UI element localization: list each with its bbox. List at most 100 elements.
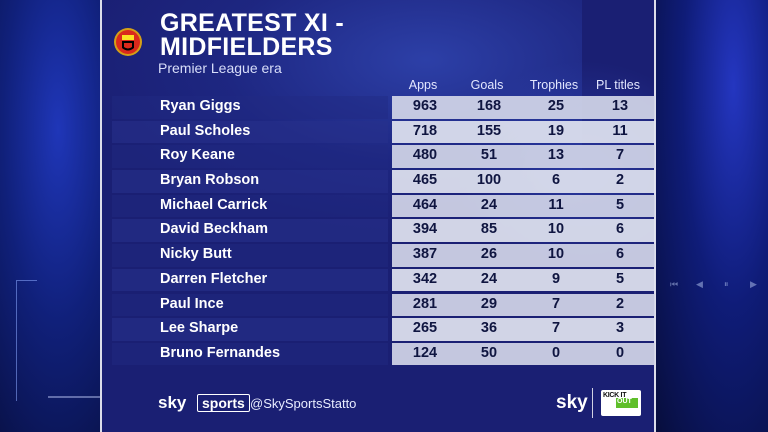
page-title: GREATEST XI - MIDFIELDERS xyxy=(160,9,345,61)
rewind-icon[interactable]: ◀ xyxy=(696,280,703,290)
value-cells: 342 24 9 5 xyxy=(392,268,655,292)
goals-value: 24 xyxy=(480,270,498,287)
value-cells: 464 24 11 5 xyxy=(392,194,655,218)
pl-titles-value: 5 xyxy=(615,196,625,213)
goals-value: 26 xyxy=(480,246,498,263)
trophies-value: 10 xyxy=(547,246,565,263)
trophies-value: 0 xyxy=(551,344,561,361)
value-cells: 281 29 7 2 xyxy=(392,293,655,316)
pl-titles-value: 2 xyxy=(615,172,625,189)
pl-titles-value: 2 xyxy=(615,295,625,312)
player-name: Paul Scholes xyxy=(160,122,251,139)
table-row: Roy Keane 480 51 13 7 xyxy=(112,145,655,168)
trophies-value: 6 xyxy=(551,172,561,189)
value-cells: 394 85 10 6 xyxy=(392,219,655,242)
name-cell: Paul Scholes xyxy=(112,120,388,144)
logo-divider xyxy=(592,388,593,418)
player-name: David Beckham xyxy=(160,221,268,238)
pl-titles-value: 11 xyxy=(612,122,628,139)
player-name: Roy Keane xyxy=(160,147,235,164)
kick-it-out-text: KICK IT xyxy=(603,392,627,399)
stats-table: Ryan Giggs 963 168 25 13 Paul Scholes 71… xyxy=(112,96,655,368)
apps-value: 124 xyxy=(412,344,438,361)
pl-titles-value: 7 xyxy=(615,147,625,164)
name-cell: Nicky Butt xyxy=(112,244,388,267)
value-cells: 124 50 0 0 xyxy=(392,342,655,366)
manchester-united-crest-icon xyxy=(114,28,142,56)
pl-titles-value: 5 xyxy=(615,270,625,287)
goals-value: 50 xyxy=(480,344,498,361)
trophies-value: 7 xyxy=(551,295,561,312)
pause-icon[interactable]: ⏸ xyxy=(724,280,729,290)
apps-value: 342 xyxy=(412,270,438,287)
sky-sports-logo-sky: sky xyxy=(158,393,187,412)
column-header-goals: Goals xyxy=(470,78,504,92)
goals-value: 85 xyxy=(480,221,498,238)
kick-it-out-badge: OUT xyxy=(616,398,638,408)
player-name: Michael Carrick xyxy=(160,196,268,213)
apps-value: 265 xyxy=(412,320,438,337)
play-icon[interactable]: ▶ xyxy=(750,280,757,290)
table-row: Bryan Robson 465 100 6 2 xyxy=(112,170,655,193)
trophies-value: 7 xyxy=(551,320,561,337)
name-cell: Ryan Giggs xyxy=(112,96,388,119)
trophies-value: 10 xyxy=(547,221,565,238)
value-cells: 265 36 7 3 xyxy=(392,318,655,341)
table-row: Bruno Fernandes 124 50 0 0 xyxy=(112,342,655,366)
goals-value: 24 xyxy=(480,196,498,213)
background-right xyxy=(653,0,768,432)
table-row: Nicky Butt 387 26 10 6 xyxy=(112,244,655,267)
media-controls: ⏮ ◀ ⏸ ▶ xyxy=(662,280,762,292)
goals-value: 51 xyxy=(480,147,498,164)
skip-back-icon[interactable]: ⏮ xyxy=(670,280,679,290)
value-cells: 480 51 13 7 xyxy=(392,145,655,168)
name-cell: Bruno Fernandes xyxy=(112,342,388,366)
trophies-value: 13 xyxy=(547,147,565,164)
player-name: Lee Sharpe xyxy=(160,320,239,337)
pl-titles-value: 6 xyxy=(615,221,625,238)
twitter-handle: @SkySportsStatto xyxy=(250,396,357,411)
goals-value: 168 xyxy=(476,98,502,114)
name-cell: Paul Ince xyxy=(112,293,388,316)
table-row: Darren Fletcher 342 24 9 5 xyxy=(112,268,655,292)
pl-titles-value: 13 xyxy=(611,98,629,114)
apps-value: 387 xyxy=(412,246,438,263)
table-row: David Beckham 394 85 10 6 xyxy=(112,219,655,242)
decorative-bracket xyxy=(16,280,37,401)
column-header-pl-titles: PL titles xyxy=(595,78,640,92)
pl-titles-value: 0 xyxy=(615,344,625,361)
apps-value: 480 xyxy=(412,147,438,164)
player-name: Bryan Robson xyxy=(160,172,260,189)
player-name: Darren Fletcher xyxy=(160,270,268,287)
trophies-value: 25 xyxy=(547,98,565,114)
decorative-line xyxy=(48,396,118,398)
value-cells: 465 100 6 2 xyxy=(392,170,655,193)
kick-it-out-logo: KICK IT OUT xyxy=(601,390,641,416)
title-line-1: GREATEST XI - xyxy=(160,9,345,37)
player-name: Paul Ince xyxy=(160,295,224,312)
name-cell: Darren Fletcher xyxy=(112,268,388,292)
column-header-apps: Apps xyxy=(408,78,438,92)
table-row: Ryan Giggs 963 168 25 13 xyxy=(112,96,655,119)
apps-value: 718 xyxy=(412,122,438,139)
name-cell: Roy Keane xyxy=(112,145,388,168)
player-name: Ryan Giggs xyxy=(160,98,241,114)
value-cells: 387 26 10 6 xyxy=(392,244,655,267)
column-header-trophies: Trophies xyxy=(529,78,579,92)
apps-value: 281 xyxy=(412,295,438,312)
name-cell: Bryan Robson xyxy=(112,170,388,193)
sky-sports-logo-sports: sports xyxy=(197,394,250,412)
goals-value: 36 xyxy=(480,320,498,337)
title-line-2: MIDFIELDERS xyxy=(160,33,333,61)
apps-value: 963 xyxy=(412,98,438,114)
player-name: Bruno Fernandes xyxy=(160,344,281,361)
value-cells: 963 168 25 13 xyxy=(392,96,655,119)
goals-value: 100 xyxy=(476,172,502,189)
trophies-value: 11 xyxy=(548,196,564,213)
value-cells: 718 155 19 11 xyxy=(392,120,655,144)
trophies-value: 9 xyxy=(551,270,561,287)
player-name: Nicky Butt xyxy=(160,246,232,263)
name-cell: David Beckham xyxy=(112,219,388,242)
apps-value: 394 xyxy=(412,221,438,238)
apps-value: 465 xyxy=(412,172,438,189)
